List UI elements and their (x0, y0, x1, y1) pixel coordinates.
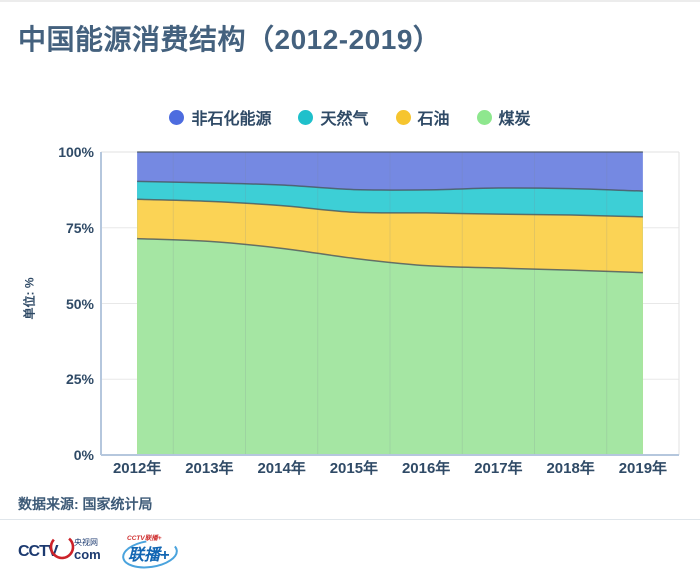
cctv-com-text: com (74, 547, 101, 562)
cctv-com-logo: CCTV 央视网 com (18, 534, 101, 562)
y-axis-tick-label: 50% (65, 295, 94, 312)
x-axis-tick-label: 2017年 (474, 460, 523, 477)
x-axis-tick-label: 2019年 (618, 460, 668, 477)
series-line-1 (137, 198, 643, 218)
x-axis-tick-label: 2014年 (257, 460, 306, 477)
lianbo-top-text: CCTV联播+ (127, 534, 162, 542)
y-axis-tick-label: 100% (58, 144, 94, 160)
legend-dot-icon (476, 109, 492, 125)
legend-item[interactable]: 非石化能源 (169, 105, 271, 129)
lianbo-plus-logo: CCTV联播+ 联播+ (122, 534, 178, 569)
legend-dot-icon (298, 109, 314, 125)
lianbo-text: 联播+ (128, 546, 169, 564)
area-band-0 (137, 238, 643, 455)
page-title: 中国能源消费结构（2012-2019） (18, 24, 442, 55)
x-axis-tick-label: 2018年 (546, 460, 595, 477)
legend-label: 石油 (417, 111, 450, 128)
series-line-2 (137, 180, 643, 192)
chart-legend: 非石化能源 天然气 石油 煤炭 (0, 105, 700, 129)
legend-item[interactable]: 煤炭 (476, 105, 531, 129)
footer-divider (0, 519, 700, 520)
cctv-wordmark: CCTV (18, 543, 59, 560)
series-line-0 (137, 237, 643, 274)
legend-label: 天然气 (320, 111, 369, 128)
legend-dot-icon (395, 109, 411, 125)
y-axis-tick-label: 25% (65, 371, 94, 388)
x-axis-tick-label: 2015年 (329, 460, 379, 477)
legend-item[interactable]: 石油 (395, 105, 450, 129)
x-axis-tick-label: 2012年 (112, 460, 162, 477)
y-axis-unit-label: 单位: % (22, 277, 37, 320)
cctv-side-text: 央视网 (74, 537, 98, 547)
lianbo-logo-swoosh (122, 539, 178, 569)
y-axis-tick-label: 0% (73, 447, 94, 463)
x-axis-tick-label: 2013年 (185, 460, 234, 477)
data-source-note: 数据来源: 国家统计局 (18, 496, 153, 512)
x-axis-tick-label: 2016年 (401, 460, 451, 477)
legend-label: 煤炭 (498, 111, 531, 128)
legend-label: 非石化能源 (191, 111, 272, 128)
legend-dot-icon (169, 109, 185, 125)
legend-item[interactable]: 天然气 (298, 105, 369, 129)
footer-logos: CCTV 央视网 com CCTV联播+ 联播+ (18, 529, 182, 571)
y-axis-tick-label: 75% (65, 219, 94, 236)
